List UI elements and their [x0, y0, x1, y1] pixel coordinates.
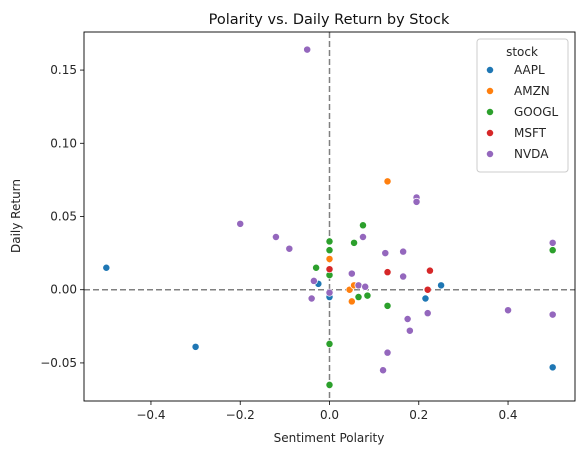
- data-point-nvda: [548, 238, 557, 247]
- data-point-aapl: [421, 294, 430, 303]
- data-point-amzn: [347, 297, 356, 306]
- data-point-googl: [548, 246, 557, 255]
- x-tick-label: 0.4: [498, 408, 517, 422]
- data-point-amzn: [325, 255, 334, 263]
- y-tick-label: 0.10: [50, 136, 77, 150]
- legend-label-msft: MSFT: [514, 126, 547, 140]
- data-point-nvda: [271, 233, 280, 241]
- legend-marker-msft: [486, 129, 494, 137]
- data-point-nvda: [423, 309, 432, 318]
- data-point-nvda: [504, 306, 512, 315]
- x-tick-label: 0.2: [409, 408, 428, 422]
- legend-marker-aapl: [486, 66, 494, 74]
- data-point-googl: [383, 301, 392, 310]
- data-point-nvda: [381, 249, 390, 258]
- legend-marker-googl: [486, 108, 494, 116]
- data-point-msft: [383, 268, 392, 277]
- data-point-nvda: [309, 276, 318, 285]
- data-point-googl: [354, 293, 363, 301]
- data-point-nvda: [548, 310, 557, 319]
- legend-label-googl: GOOGL: [514, 105, 558, 119]
- data-point-msft: [423, 285, 432, 294]
- x-axis-label: Sentiment Polarity: [274, 431, 385, 445]
- data-point-googl: [325, 339, 334, 348]
- legend-label-amzn: AMZN: [514, 84, 550, 98]
- data-point-nvda: [325, 288, 334, 297]
- data-point-msft: [425, 266, 434, 275]
- chart-title: Polarity vs. Daily Return by Stock: [209, 12, 450, 28]
- x-tick-label: −0.2: [226, 408, 255, 422]
- data-point-aapl: [437, 281, 446, 290]
- legend-box: [476, 38, 569, 173]
- data-point-nvda: [285, 244, 294, 253]
- legend-title: stock: [506, 45, 538, 59]
- data-point-googl: [359, 221, 367, 230]
- data-point-nvda: [399, 272, 408, 281]
- data-point-nvda: [379, 366, 388, 375]
- data-point-nvda: [236, 219, 245, 228]
- y-tick-label: −0.05: [40, 356, 77, 370]
- legend-marker-nvda: [486, 150, 494, 158]
- data-point-nvda: [303, 45, 312, 54]
- data-point-googl: [325, 246, 334, 255]
- data-point-nvda: [403, 315, 412, 323]
- x-axis-ticks: −0.4 −0.2 0.0 0.2 0.4: [136, 401, 518, 422]
- data-point-googl: [312, 263, 321, 272]
- data-point-nvda: [307, 294, 316, 303]
- data-point-nvda: [354, 281, 363, 290]
- legend-label-aapl: AAPL: [514, 63, 545, 77]
- legend-label-nvda: NVDA: [514, 147, 549, 161]
- data-point-aapl: [102, 263, 111, 272]
- data-point-nvda: [383, 348, 392, 357]
- y-tick-label: 0.00: [50, 283, 77, 297]
- data-point-nvda: [347, 269, 356, 278]
- data-point-nvda: [359, 233, 367, 241]
- data-point-amzn: [383, 177, 392, 186]
- data-point-aapl: [548, 363, 557, 372]
- y-tick-label: 0.05: [50, 210, 77, 224]
- data-point-nvda: [361, 282, 370, 291]
- legend: stock AAPL AMZN GOOGL MSFT NVDA: [476, 38, 569, 173]
- data-point-googl: [363, 291, 372, 300]
- data-point-googl: [350, 238, 358, 247]
- data-point-aapl: [191, 342, 200, 351]
- data-point-msft: [325, 265, 334, 274]
- y-axis-ticks: −0.05 0.00 0.05 0.10 0.15: [40, 63, 84, 370]
- data-point-nvda: [405, 326, 414, 335]
- y-axis-label: Daily Return: [9, 179, 23, 253]
- x-tick-label: 0.0: [320, 408, 339, 422]
- legend-marker-amzn: [486, 87, 494, 95]
- data-point-googl: [325, 237, 334, 246]
- x-tick-label: −0.4: [136, 408, 165, 422]
- y-tick-label: 0.15: [50, 63, 77, 77]
- data-point-nvda: [412, 197, 421, 206]
- data-points: [102, 45, 557, 389]
- data-point-googl: [325, 380, 334, 389]
- data-point-nvda: [399, 247, 408, 256]
